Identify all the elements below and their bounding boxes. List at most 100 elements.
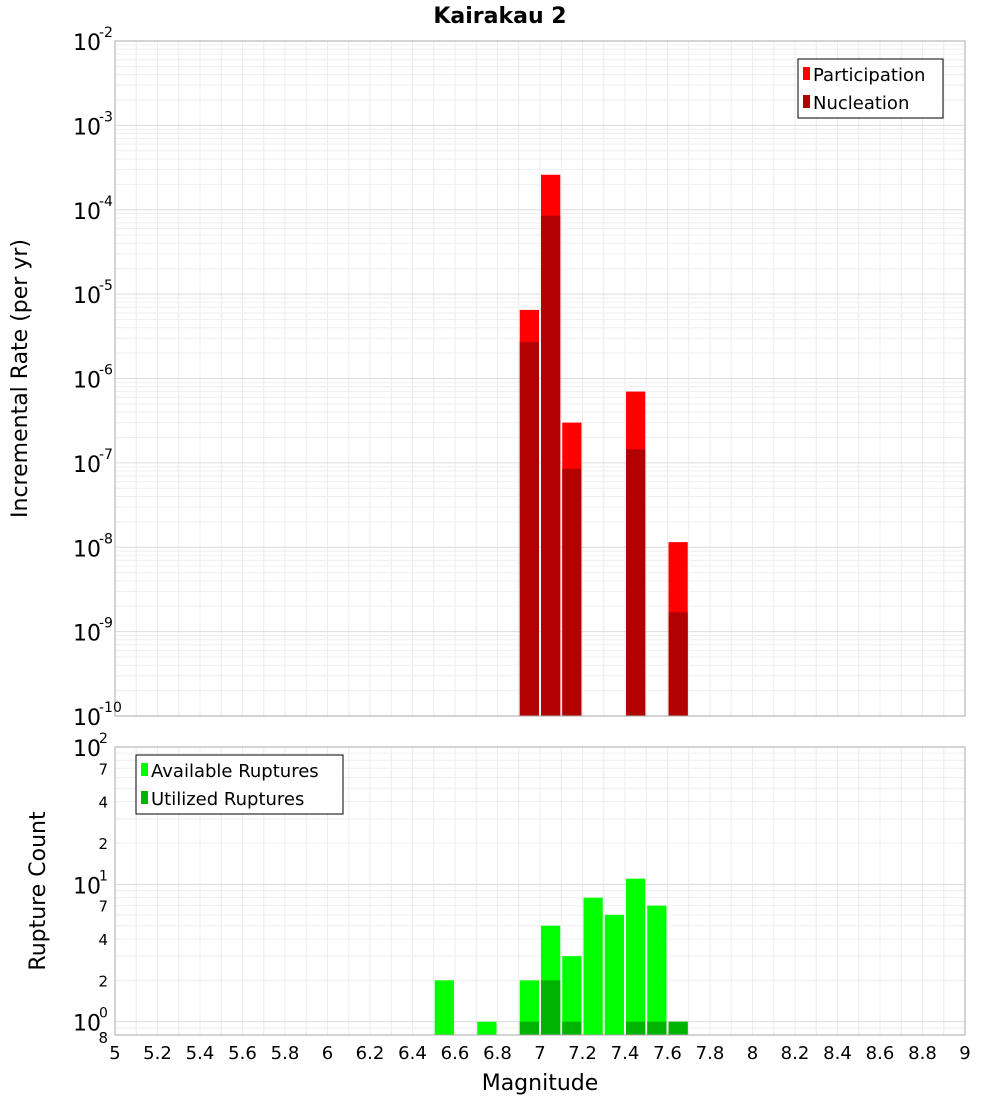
y-tick-10--6: 10-6: [73, 363, 113, 394]
y-tick-10--8: 10-8: [73, 531, 113, 562]
y-tick-exponent: -5: [99, 278, 113, 294]
y-tick-base: 10: [73, 369, 101, 394]
legend-label-utilized-ruptures: Utilized Ruptures: [151, 789, 304, 810]
y-tick-10--5: 10-5: [73, 278, 113, 309]
y-tick-10--2: 10-2: [73, 25, 113, 56]
y-tick-exponent: -9: [99, 616, 113, 632]
y-tick-10--3: 10-3: [73, 109, 113, 140]
legend-swatch-utilized-ruptures: [141, 791, 148, 804]
bar-nucleation-6-95: [519, 342, 539, 716]
bar-utilized-ruptures-7-45: [626, 1021, 646, 1035]
count-panel-y-label: Rupture Count: [26, 811, 51, 971]
bar-available-ruptures-7-55: [647, 905, 667, 1035]
x-tick-label: 8.6: [866, 1043, 895, 1064]
x-tick-label: 6.6: [441, 1043, 470, 1064]
count-panel-legend-box: [135, 754, 344, 815]
y-tick-base: 10: [73, 1012, 101, 1037]
bar-available-ruptures-7-45: [626, 878, 646, 1035]
x-tick-label: 7: [534, 1043, 545, 1064]
y-tick-10-1: 101: [73, 868, 108, 899]
x-tick-label: 7.8: [696, 1043, 725, 1064]
y-tick-exponent: -6: [99, 363, 113, 379]
bar-utilized-ruptures-7-65: [668, 1021, 688, 1035]
x-tick-label: 7.4: [611, 1043, 640, 1064]
legend-swatch-available-ruptures: [141, 763, 148, 776]
bar-nucleation-7-05: [541, 215, 561, 717]
y-tick-exponent: -3: [99, 109, 113, 125]
x-tick-label: 6.8: [483, 1043, 512, 1064]
y-tick-base: 10: [73, 874, 101, 899]
y-minor-tick-label: 2: [98, 972, 108, 990]
rate-panel-y-label: Incremental Rate (per yr): [8, 239, 33, 518]
bar-utilized-ruptures-7-55: [647, 1021, 667, 1035]
y-tick-exponent: -8: [99, 531, 113, 547]
legend-swatch-participation: [803, 67, 810, 80]
bar-utilized-ruptures-6-95: [519, 1021, 539, 1035]
x-tick-label: 6: [322, 1043, 333, 1064]
legend-label-nucleation: Nucleation: [813, 93, 909, 114]
x-axis-label: Magnitude: [482, 1071, 599, 1096]
x-tick-label: 5.2: [143, 1043, 172, 1064]
x-tick-label: 5: [109, 1043, 120, 1064]
rate-panel-legend: Participation Nucleation: [797, 58, 944, 119]
bar-available-ruptures-7-25: [583, 897, 603, 1035]
count-panel-frame: [114, 746, 966, 1036]
y-minor-tick-label: 4: [98, 931, 108, 949]
count-panel-legend: Available Ruptures Utilized Ruptures: [135, 754, 344, 815]
y-tick-exponent: 0: [99, 1006, 108, 1022]
y-tick-exponent: -7: [99, 447, 113, 463]
y-tick-exponent: -4: [99, 194, 113, 210]
rate-panel-frame: [114, 40, 966, 717]
x-tick-label: 9: [959, 1043, 970, 1064]
rate-panel-y-ticks: 10-210-310-410-510-610-710-810-910-10: [73, 25, 122, 731]
legend-label-available-ruptures: Available Ruptures: [151, 761, 319, 782]
x-tick-label: 8.2: [781, 1043, 810, 1064]
y-tick-base: 10: [73, 200, 101, 225]
y-tick-10--10: 10-10: [73, 700, 122, 731]
y-tick-base: 10: [73, 622, 101, 647]
y-tick-10--7: 10-7: [73, 447, 113, 478]
y-tick-base: 10: [73, 706, 101, 731]
x-tick-label: 5.8: [271, 1043, 300, 1064]
bar-available-ruptures-6-75: [477, 1021, 497, 1035]
bar-available-ruptures-6-55: [434, 980, 454, 1035]
x-tick-label: 6.2: [356, 1043, 385, 1064]
rate-panel-grid: [114, 41, 966, 717]
y-tick-10-2: 102: [73, 731, 108, 762]
bar-available-ruptures-6-95: [519, 980, 539, 1035]
bar-available-ruptures-7-35: [604, 914, 624, 1035]
bar-nucleation-7-45: [626, 449, 646, 716]
y-tick-10-0: 100: [73, 1006, 108, 1037]
x-tick-label: 5.6: [228, 1043, 257, 1064]
y-tick-exponent: 2: [99, 731, 108, 747]
x-tick-label: 6.4: [398, 1043, 427, 1064]
legend-label-participation: Participation: [813, 65, 925, 86]
y-tick-exponent: 1: [99, 868, 108, 884]
x-tick-label: 8: [747, 1043, 758, 1064]
y-tick-base: 10: [73, 737, 101, 762]
bar-utilized-ruptures-7-15: [562, 1021, 582, 1035]
y-minor-tick-label: 7: [98, 760, 108, 778]
legend-swatch-nucleation: [803, 95, 810, 108]
bar-utilized-ruptures-7-05: [541, 980, 561, 1035]
rate-panel-bars: [519, 174, 688, 717]
bar-available-ruptures-7-15: [562, 956, 582, 1035]
y-tick-10--4: 10-4: [73, 194, 113, 225]
y-tick-10--9: 10-9: [73, 616, 113, 647]
bar-nucleation-7-65: [668, 612, 688, 716]
y-minor-tick-label: 2: [98, 835, 108, 853]
chart-title: Kairakau 2: [433, 4, 566, 29]
rate-panel: 10-210-310-410-510-610-710-810-910-10 In…: [8, 25, 966, 731]
bar-nucleation-7-15: [562, 468, 582, 716]
y-minor-tick-label: 4: [98, 794, 108, 812]
x-tick-label: 5.4: [186, 1043, 215, 1064]
y-tick-base: 10: [73, 115, 101, 140]
y-tick-base: 10: [73, 31, 101, 56]
x-tick-label: 7.6: [653, 1043, 682, 1064]
x-tick-label: 8.8: [908, 1043, 937, 1064]
y-tick-exponent: -10: [99, 700, 122, 716]
y-minor-tick-label: 7: [98, 898, 108, 916]
